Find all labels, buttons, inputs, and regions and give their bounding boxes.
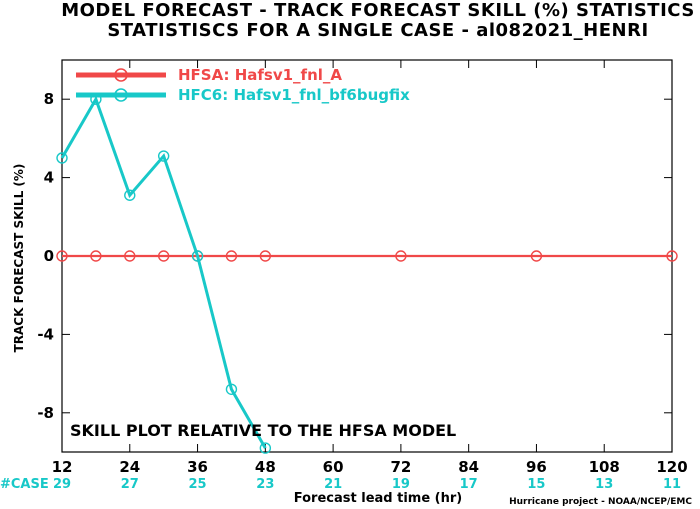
y-tick-label: 4 (44, 169, 54, 187)
x-tick-label: 24 (119, 458, 140, 476)
x-axis-ticks: 12 24 36 48 60 72 84 96 108 120 (52, 60, 688, 476)
case-count: 21 (324, 477, 342, 492)
x-tick-label: 48 (255, 458, 276, 476)
case-count: 29 (53, 477, 71, 492)
data-point (124, 189, 136, 201)
data-point (666, 250, 678, 262)
data-point (56, 250, 68, 262)
case-count: 11 (663, 477, 681, 492)
case-count: 17 (460, 477, 478, 492)
legend: HFSA: Hafsv1_fnl_A HFC6: Hafsv1_fnl_bf6bu… (76, 66, 410, 104)
data-point (225, 250, 238, 262)
x-tick-label: 108 (589, 458, 620, 476)
x-tick-label: 12 (52, 458, 73, 476)
data-point (56, 152, 68, 164)
chart-title: MODEL FORECAST - TRACK FORECAST SKILL (%… (61, 0, 695, 21)
case-count: 23 (256, 477, 274, 492)
data-point (259, 442, 272, 454)
skill-annotation: SKILL PLOT RELATIVE TO THE HFSA MODEL (70, 421, 456, 440)
case-count: 19 (392, 477, 410, 492)
data-point (90, 250, 102, 262)
data-point (157, 150, 170, 162)
data-point (191, 250, 204, 262)
series-1 (56, 250, 678, 262)
x-tick-label: 36 (187, 458, 208, 476)
x-tick-label: 120 (656, 458, 687, 476)
y-tick-label: 0 (44, 247, 54, 265)
x-tick-label: 60 (323, 458, 344, 476)
case-label: #CASE (0, 477, 49, 492)
data-point (157, 250, 170, 262)
x-tick-label: 72 (390, 458, 411, 476)
case-count: 27 (121, 477, 139, 492)
data-point (225, 383, 238, 395)
legend-marker (114, 88, 128, 102)
data-point (124, 250, 136, 262)
case-count: 13 (595, 477, 613, 492)
y-axis-label: TRACK FORECAST SKILL (%) (12, 164, 26, 353)
chart-subtitle: STATISTISCS FOR A SINGLE CASE - al082021… (107, 20, 648, 41)
series-lines (56, 93, 678, 454)
series-2 (56, 93, 272, 454)
y-tick-label: 8 (44, 90, 54, 108)
data-point (530, 250, 543, 262)
y-tick-label: -8 (37, 404, 54, 422)
case-count: 25 (189, 477, 207, 492)
y-tick-label: -4 (37, 325, 54, 343)
data-point (395, 250, 407, 262)
legend-label: HFC6: Hafsv1_fnl_bf6bugfix (178, 86, 410, 104)
legend-marker (114, 68, 128, 82)
x-axis-label: Forecast lead time (hr) (294, 491, 462, 506)
case-count-row: #CASE 29 27 25 23 21 19 17 15 13 11 (0, 477, 681, 492)
credit-text: Hurricane project - NOAA/NCEP/EMC (509, 497, 692, 507)
data-point (259, 250, 272, 262)
series-line (60, 95, 267, 449)
legend-label: HFSA: Hafsv1_fnl_A (178, 66, 342, 84)
case-count: 15 (527, 477, 545, 492)
y-axis-ticks: -8 -4 0 4 8 (37, 90, 672, 422)
x-tick-label: 84 (458, 458, 479, 476)
x-tick-label: 96 (526, 458, 547, 476)
